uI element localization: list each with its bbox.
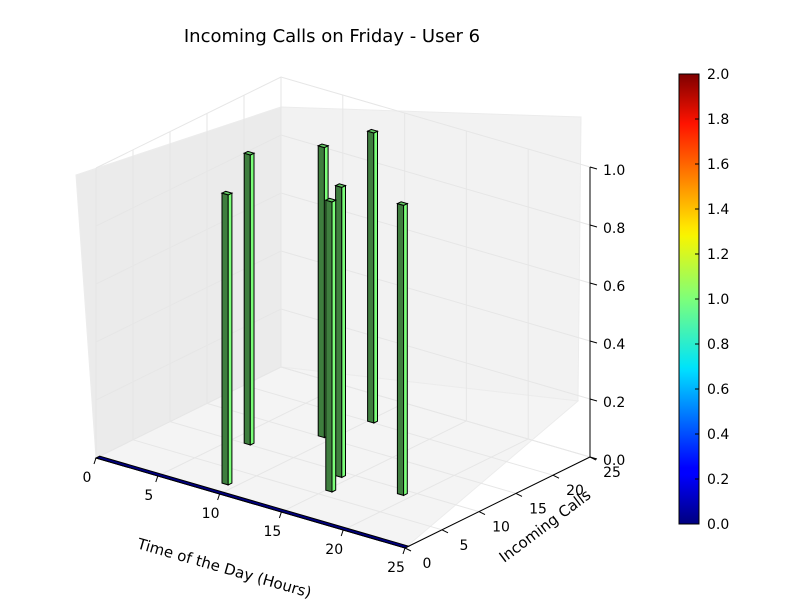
bar-front-face [367,130,375,424]
bar-front-face [335,184,343,479]
z-tick [589,224,598,228]
x-tick-label: 0 [83,470,92,486]
colorbar-tick-label: 0.4 [707,427,729,443]
x-tick-label: 15 [263,524,281,540]
bar-top-face [220,190,234,196]
x-tick-label: 20 [325,542,343,558]
colorbar-tick-label: 1.0 [707,292,729,308]
colorbar-tick-label: 1.2 [707,247,729,263]
bar-side-face [331,199,337,493]
y-tick-label: 0 [423,556,432,572]
y-tick-label: 5 [460,538,469,554]
z-tick [589,166,598,170]
y-tick [404,547,412,552]
x-tick-label: 25 [387,560,405,576]
x-axis-label: Time of the Day (Hours) [134,534,313,600]
chart-title: Incoming Calls on Friday - User 6 [184,26,480,47]
bar-side-face [227,192,233,486]
x-tick-label: 10 [202,506,220,522]
colorbar-tick-label: 0.0 [707,517,729,533]
x-tick [278,511,282,519]
bar [334,183,347,479]
grid-line [95,366,591,459]
y-tick-label: 10 [492,520,510,536]
bar-top-face [334,183,347,188]
bar-side-face [403,202,408,497]
grid-line [95,192,591,285]
z-tick [589,456,598,460]
grid-line [95,250,591,343]
colorbar-tick-label: 0.6 [707,382,729,398]
baseline-row [94,455,411,549]
bar-side-face [373,130,378,424]
z-tick-label: 1.0 [603,163,625,179]
z-tick-label: 0.6 [603,279,625,295]
z-tick [589,340,598,344]
bar-front-face [325,199,333,493]
bar [324,197,338,493]
bars [220,128,409,497]
bar-side-face [341,184,346,479]
bar [366,128,379,424]
bar-top-face [366,128,379,134]
bar-top-face [324,197,338,203]
y-axis-line [404,456,591,549]
z-tick-label: 0.2 [603,395,625,411]
z-tick-label: 0.0 [603,453,625,469]
colorbar-tick-label: 0.8 [707,337,729,353]
y-tick [552,474,560,479]
colorbar: 0.0 0.2 0.4 0.6 0.8 1.0 1.2 1.4 1.6 1.8 2.0 [678,67,729,533]
baseline-bar-row [94,455,411,549]
y-tick-label: 20 [566,483,584,499]
colorbar-tick-label: 1.6 [707,157,729,173]
colorbar-tick-label: 1.8 [707,112,729,128]
bar [242,150,256,446]
z-tick [589,398,598,402]
y-tick [478,511,486,516]
bar [220,190,234,486]
bar-side-face [249,152,255,446]
y-tick-label: 15 [529,501,547,517]
x-tick [402,547,406,555]
y-tick [441,529,449,534]
grid-line [95,134,591,227]
y-tick [515,492,523,497]
colorbar-ticks: 0.0 0.2 0.4 0.6 0.8 1.0 1.2 1.4 1.6 1.8 2.0 [695,67,729,533]
grid-line [95,308,591,401]
bar [396,201,409,497]
z-tick-label: 0.4 [603,337,625,353]
bar-front-face [221,192,229,486]
bar-top-face [396,201,409,206]
grid-line [95,76,591,169]
bar-front-face [396,202,405,497]
x-tick [340,529,344,537]
z-tick-label: 0.8 [603,221,625,237]
x-tick [93,457,97,465]
bar-front-face [243,152,251,446]
x-tick [217,493,221,501]
z-tick [589,282,598,286]
x-tick-label: 5 [144,488,153,504]
bar-top-face [242,150,256,156]
y-tick-label: 25 [603,465,621,481]
colorbar-tick-label: 0.2 [707,472,729,488]
colorbar-tick-label: 2.0 [707,67,729,83]
x-tick [155,475,159,483]
bar-top-face [316,143,330,149]
y-axis-label: Incoming Calls [496,486,595,567]
colorbar-tick-label: 1.4 [707,202,729,218]
bar-front-face [317,145,325,439]
